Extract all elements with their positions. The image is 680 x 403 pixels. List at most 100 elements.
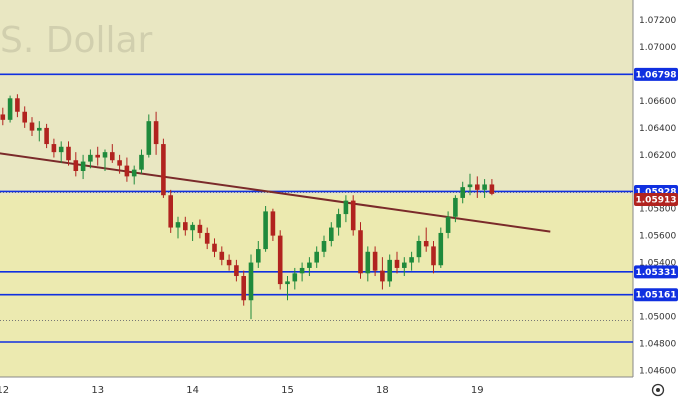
candle-body <box>358 230 363 274</box>
candle-body <box>168 195 173 228</box>
time-tick-label: 12 <box>0 385 9 396</box>
candle-body <box>241 276 246 301</box>
candle-body <box>314 251 319 263</box>
candle-body <box>277 235 283 285</box>
price-tick-labels: 1.07200 1.07000 1.06600 1.06400 1.06200 1.058… <box>639 16 676 376</box>
candle-body <box>380 270 385 282</box>
candle-body <box>190 224 195 231</box>
candle-body <box>95 154 100 158</box>
price-tick-label: 1.05600 <box>639 232 676 242</box>
candle-body <box>387 259 392 282</box>
candle-body <box>146 121 152 155</box>
candle-body <box>431 246 436 266</box>
candle-body <box>219 251 225 260</box>
candle-body <box>80 161 86 171</box>
price-tag <box>634 265 678 279</box>
time-tick-labels: 12 13 14 15 18 19 <box>0 385 484 396</box>
price-tick-label: 1.06400 <box>639 124 676 134</box>
candle-body <box>37 127 42 131</box>
candle-body <box>350 200 356 231</box>
candle-body <box>475 184 480 190</box>
candle-body <box>329 227 334 242</box>
trendline[interactable] <box>0 141 551 233</box>
candle-body <box>131 169 137 177</box>
time-tick-label: 14 <box>186 385 199 396</box>
candle-body <box>299 267 305 274</box>
candle-body <box>15 98 20 112</box>
candle-body <box>197 224 203 233</box>
gear-icon[interactable] <box>651 383 665 397</box>
candle-body <box>248 262 254 301</box>
candle-body <box>234 265 239 277</box>
candle-body <box>438 232 444 266</box>
candle-body <box>445 216 451 233</box>
price-tick-label: 1.04800 <box>639 339 676 349</box>
time-tick-label: 13 <box>91 385 104 396</box>
price-tick-label: 1.05800 <box>639 205 676 215</box>
candles <box>0 94 495 320</box>
candle-body <box>256 249 261 263</box>
candle-body <box>7 98 13 120</box>
highlight-band <box>0 195 633 377</box>
current-price-tag <box>634 192 678 206</box>
price-tag <box>634 67 678 81</box>
candle-body <box>139 154 144 170</box>
time-tick-label: 19 <box>471 385 484 396</box>
price-tick-label: 1.04600 <box>639 366 676 376</box>
gear-icon-center <box>656 388 660 392</box>
candle-body <box>460 187 465 198</box>
candle-body <box>336 214 341 228</box>
candle-body <box>394 259 400 268</box>
time-tick-label: 18 <box>376 385 389 396</box>
price-tick-label: 1.06200 <box>639 151 676 161</box>
candle-body <box>44 127 49 145</box>
candle-body <box>321 241 327 252</box>
candle-body <box>73 160 79 171</box>
candle-body <box>0 114 6 120</box>
candle-body <box>409 257 414 263</box>
candle-body <box>226 259 232 266</box>
candle-body <box>212 243 217 252</box>
price-tick-label: 1.07200 <box>639 16 676 26</box>
candle-body <box>263 211 268 250</box>
candle-body <box>58 146 64 153</box>
candle-body <box>110 152 115 161</box>
candle-body <box>365 251 371 274</box>
time-axis-background <box>0 377 633 403</box>
candle-body <box>423 241 429 247</box>
candle-body <box>175 222 181 228</box>
candle-body <box>22 111 27 123</box>
price-tick-label: 1.05400 <box>639 259 676 269</box>
price-tick-label: 1.05000 <box>639 312 676 322</box>
price-tags: 1.06798 1.05928 1.05331 1.05161 1.05913 <box>634 67 678 302</box>
candle-body <box>453 197 458 217</box>
watermark: S. Dollar <box>0 20 153 61</box>
candle-body <box>270 211 276 236</box>
candle-body <box>29 122 35 131</box>
current-price-label: 1.05913 <box>636 195 677 205</box>
candle-body <box>161 144 166 196</box>
candle-body <box>489 184 495 194</box>
candle-body <box>416 241 422 258</box>
candle-body <box>467 184 473 188</box>
time-tick-label: 15 <box>281 385 294 396</box>
price-tag-label: 1.05928 <box>636 187 677 197</box>
candle-body <box>343 200 349 215</box>
candle-body <box>372 251 378 271</box>
candle-body <box>66 146 71 161</box>
candle-body <box>153 121 159 145</box>
candle-body <box>51 144 57 153</box>
candle-body <box>88 154 93 162</box>
candle-body <box>307 262 312 268</box>
price-tag-label: 1.06798 <box>636 70 677 80</box>
horizontal-levels[interactable] <box>0 73 633 343</box>
candle-body <box>402 262 407 268</box>
price-tick-label: 1.07000 <box>639 43 676 53</box>
candle-body <box>482 184 487 190</box>
candle-body <box>183 222 188 231</box>
settings-button[interactable] <box>651 383 665 397</box>
price-tag-label: 1.05331 <box>636 268 677 278</box>
candle-body <box>117 160 122 166</box>
